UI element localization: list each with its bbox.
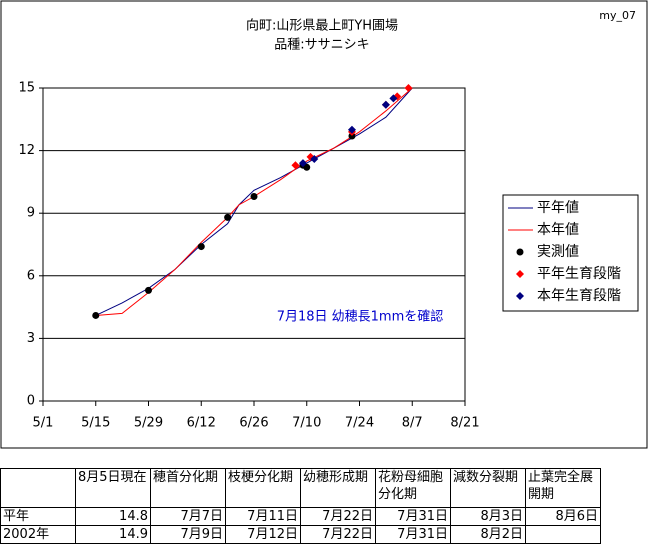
- header-cell: 8月5日現在: [75, 468, 151, 508]
- table-row: 2002年 14.9 7月9日 7月12日 7月22日 7月31日 8月2日: [0, 525, 601, 544]
- header-cell: 穂首分化期: [150, 468, 226, 508]
- legend-label: 本年値: [537, 222, 579, 238]
- x-tick-label: 8/21: [450, 416, 479, 431]
- x-tick-label: 6/26: [239, 416, 268, 431]
- stage-marker: [381, 100, 390, 109]
- table-cell: 7月22日: [300, 507, 376, 526]
- data-point: [92, 311, 100, 319]
- stage-marker: [291, 161, 300, 170]
- legend-label: 平年生育段階: [537, 266, 621, 282]
- stage-marker: [347, 125, 356, 134]
- legend-swatch: [516, 270, 524, 278]
- stage-marker: [310, 154, 319, 163]
- table-cell: 2002年: [0, 525, 76, 544]
- series-line: [95, 87, 413, 316]
- header-cell: 枝梗分化期: [225, 468, 301, 508]
- y-tick-label: 0: [27, 394, 35, 409]
- x-tick-label: 6/12: [187, 416, 216, 431]
- y-tick-label: 15: [18, 81, 35, 96]
- header-cell: [0, 468, 76, 508]
- table-row: 平年 14.8 7月7日 7月11日 7月22日 7月31日 8月3日 8月6日: [0, 507, 601, 526]
- data-point: [250, 193, 258, 201]
- stage-marker: [389, 94, 398, 103]
- table-cell: 14.8: [75, 507, 151, 526]
- chart: 向町:山形県最上町YH圃場 品種:ササニシキ my_07 0 3 6 9 12 15 5/1…: [0, 0, 648, 449]
- x-tick-label: 7/24: [345, 416, 374, 431]
- legend-swatch: [516, 292, 524, 300]
- table-cell: [525, 525, 601, 544]
- y-tick-label: 3: [27, 331, 35, 346]
- table-cell: 7月31日: [375, 507, 451, 526]
- stage-marker: [298, 159, 307, 168]
- plot-area: [42, 87, 466, 402]
- table-cell: 7月11日: [225, 507, 301, 526]
- x-tick-label: 5/29: [134, 416, 163, 431]
- table-cell: 8月6日: [525, 507, 601, 526]
- stage-marker: [404, 84, 413, 92]
- table-cell: 7月9日: [150, 525, 226, 544]
- legend-label: 実測値: [537, 244, 579, 260]
- data-point: [224, 213, 232, 221]
- chart-title: 向町:山形県最上町YH圃場: [246, 18, 398, 34]
- table-cell: 7月12日: [225, 525, 301, 544]
- table-cell: 平年: [0, 507, 76, 526]
- data-point: [145, 286, 152, 294]
- header-cell: 減数分裂期: [450, 468, 526, 508]
- data-point: [303, 163, 311, 171]
- legend-label: 平年値: [537, 200, 579, 216]
- corner-label: my_07: [599, 9, 636, 22]
- table-row: 8月5日現在 穂首分化期 枝梗分化期 幼穂形成期 花粉母細胞分化期 減数分裂期 止葉完全展開…: [0, 468, 601, 508]
- y-tick-label: 6: [27, 268, 35, 283]
- x-tick-label: 5/1: [33, 416, 54, 431]
- x-tick-label: 7/10: [292, 416, 321, 431]
- data-point: [348, 132, 356, 140]
- y-tick-label: 12: [18, 143, 35, 158]
- table-cell: 8月3日: [450, 507, 526, 526]
- table-cell: 7月7日: [150, 507, 226, 526]
- x-tick-label: 5/15: [81, 416, 110, 431]
- legend-box: [502, 194, 639, 312]
- chart-frame: [0, 0, 648, 449]
- chart-subtitle: 品種:ササニシキ: [274, 37, 369, 53]
- annotation: 7月18日 幼穂長1mmを確認: [277, 309, 444, 325]
- header-cell: 止葉完全展開期: [525, 468, 601, 508]
- x-tick-label: 8/7: [402, 416, 423, 431]
- legend-label: 本年生育段階: [537, 288, 621, 304]
- stage-table: 8月5日現在 穂首分化期 枝梗分化期 幼穂形成期 花粉母細胞分化期 減数分裂期 止葉完全展開…: [0, 468, 601, 544]
- header-cell: 花粉母細胞分化期: [375, 468, 451, 508]
- header-cell: 幼穂形成期: [300, 468, 376, 508]
- legend-swatch: [516, 248, 524, 256]
- table-cell: 7月31日: [375, 525, 451, 544]
- data-point: [197, 243, 205, 251]
- y-tick-label: 9: [27, 206, 35, 221]
- table-cell: 7月22日: [300, 525, 376, 544]
- table-cell: 8月2日: [450, 525, 526, 544]
- table-cell: 14.9: [75, 525, 151, 544]
- series-line: [95, 87, 413, 316]
